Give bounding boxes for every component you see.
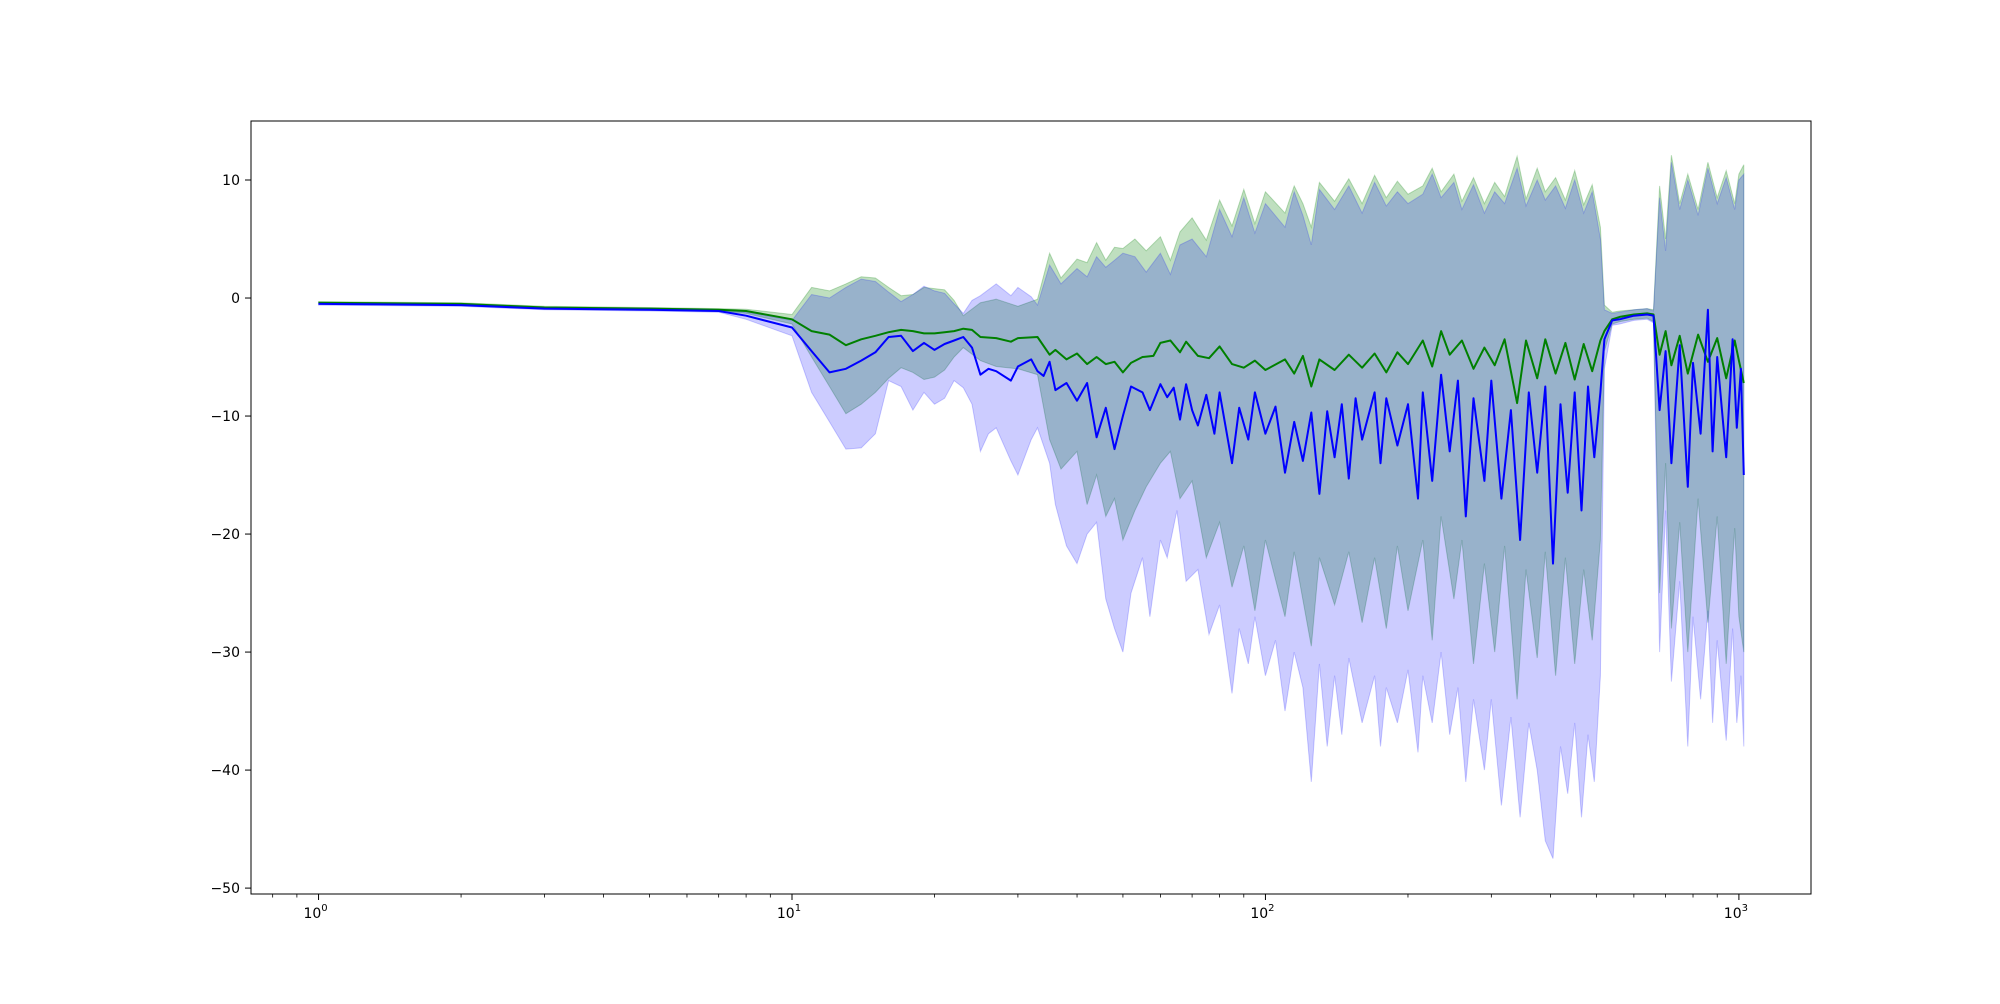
x-tick-label: 102 [1250, 903, 1274, 922]
series-0-band [318, 154, 1745, 700]
y-tick-label: 0 [231, 291, 240, 307]
plot-frame [250, 120, 1812, 895]
y-tick-label: −50 [210, 881, 240, 897]
x-tick-label: 101 [777, 903, 801, 922]
x-tick-label: 103 [1724, 903, 1748, 922]
y-tick-label: 10 [222, 173, 240, 189]
y-tick-label: −40 [210, 763, 240, 779]
series-lines [318, 301, 1745, 565]
y-tick-label: −20 [210, 527, 240, 543]
series-1-band [318, 162, 1745, 859]
x-tick-label: 100 [303, 903, 327, 922]
y-tick-label: −10 [210, 409, 240, 425]
y-tick-label: −30 [210, 645, 240, 661]
confidence-bands [318, 154, 1745, 859]
series-1-line [318, 302, 1745, 565]
